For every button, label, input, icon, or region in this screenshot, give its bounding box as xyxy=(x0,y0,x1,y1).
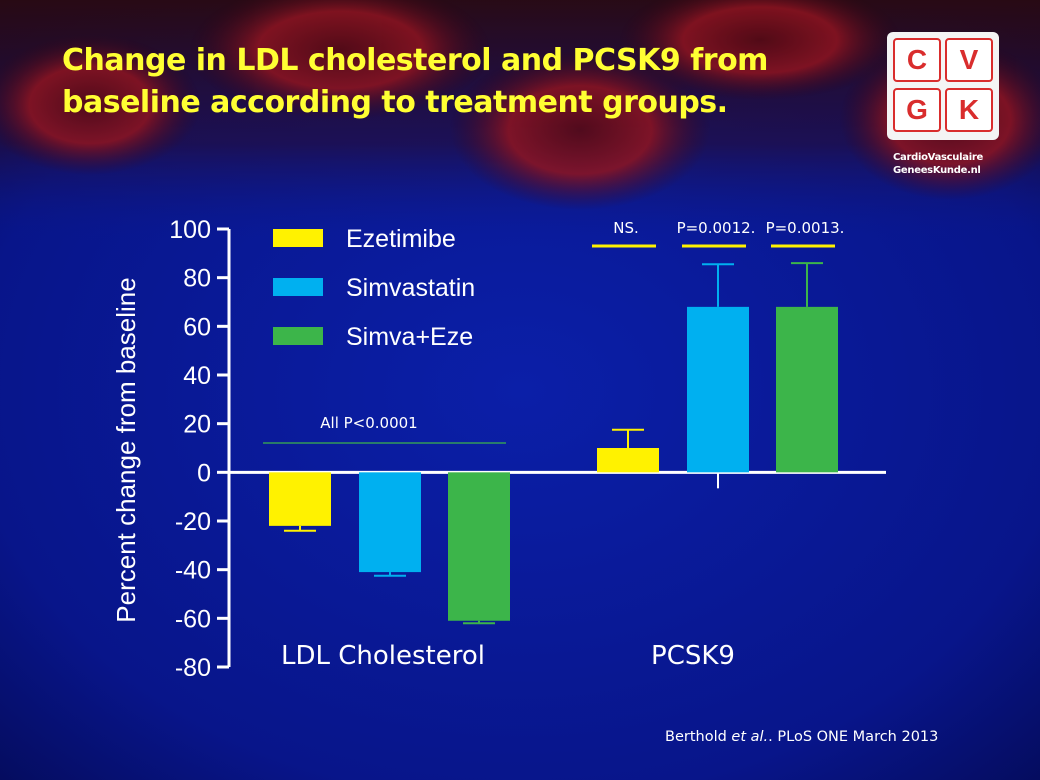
y-tick-label: 100 xyxy=(169,216,211,244)
cvgk-logo: C V G K CardioVasculaire GeneesKunde.nl xyxy=(887,32,1001,182)
y-axis-label: Percent change from baseline xyxy=(111,277,141,622)
legend-swatch xyxy=(273,327,323,345)
bar-ezetimibe-1 xyxy=(597,448,659,473)
legend-label: Ezetimibe xyxy=(346,225,456,253)
slide-title: Change in LDL cholesterol and PCSK9 from… xyxy=(62,43,768,120)
legend: Ezetimibe Simvastatin Simva+Eze xyxy=(273,225,475,351)
y-axis: 100 80 60 40 20 0 -20 -40 -60 -80 xyxy=(169,216,231,682)
annotation-text: P=0.0012. xyxy=(677,219,756,237)
annotation-text: NS. xyxy=(613,219,639,237)
legend-label: Simva+Eze xyxy=(346,323,473,351)
zero-axis-line xyxy=(229,470,886,489)
bar-simvastatin-1 xyxy=(687,306,749,473)
annotation-text: P=0.0013. xyxy=(766,219,845,237)
citation-authors: Berthold xyxy=(665,729,727,745)
legend-swatch xyxy=(273,278,323,296)
significance-annotations: All P<0.0001 NS. P=0.0012. P=0.0013. xyxy=(263,219,845,444)
bar-ezetimibe-0 xyxy=(269,472,331,526)
logo-letter-c: C xyxy=(893,38,941,82)
category-label: LDL Cholesterol xyxy=(281,641,485,671)
citation-source: PLoS ONE March 2013 xyxy=(777,729,939,745)
logo-letter-g: G xyxy=(893,88,941,132)
legend-label: Simvastatin xyxy=(346,274,475,302)
legend-swatch xyxy=(273,229,323,247)
citation: Berthold et al.. PLoS ONE March 2013 xyxy=(665,729,939,745)
logo-line-2: GeneesKunde.nl xyxy=(893,165,981,176)
y-tick-label: 80 xyxy=(183,265,211,293)
citation-etal: et al. xyxy=(731,729,769,745)
category-label: PCSK9 xyxy=(651,641,735,671)
y-tick-label: -60 xyxy=(175,605,211,633)
bar-simva-eze-0 xyxy=(448,472,510,621)
y-tick-label: -20 xyxy=(175,508,211,536)
y-tick-label: -40 xyxy=(175,557,211,585)
bar-simva-eze-1 xyxy=(776,306,838,473)
y-tick-label: -80 xyxy=(175,654,211,682)
bar-simvastatin-0 xyxy=(359,472,421,573)
y-tick-label: 20 xyxy=(183,411,211,439)
y-tick-label: 0 xyxy=(197,459,211,487)
logo-line-1: CardioVasculaire xyxy=(893,152,983,163)
logo-letter-v: V xyxy=(945,38,993,82)
y-tick-label: 60 xyxy=(183,313,211,341)
logo-letter-k: K xyxy=(945,88,993,132)
category-labels: LDL Cholesterol PCSK9 xyxy=(281,641,735,671)
annotation-text: All P<0.0001 xyxy=(320,414,417,432)
logo-grid: C V G K xyxy=(887,32,999,140)
y-tick-label: 40 xyxy=(183,362,211,390)
bars xyxy=(269,262,838,625)
